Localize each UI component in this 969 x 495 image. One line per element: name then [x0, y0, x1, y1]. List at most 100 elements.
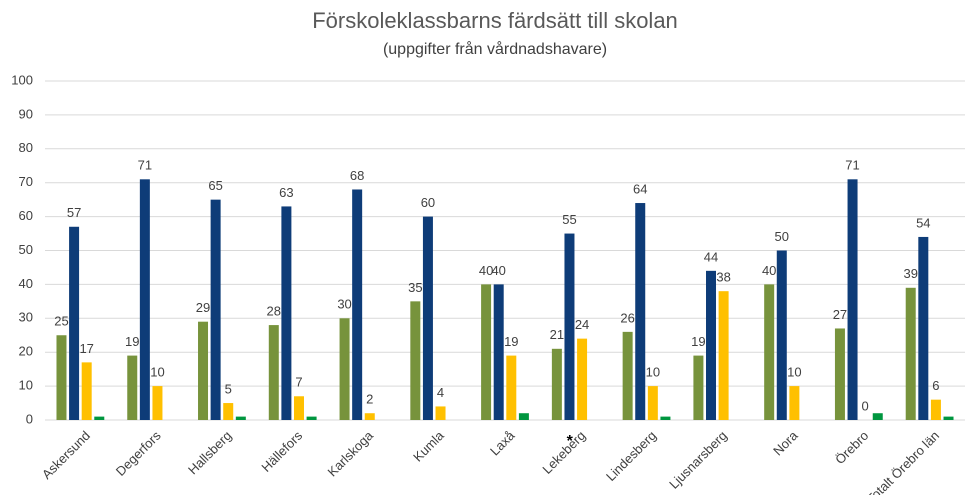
data-label: 40 [762, 263, 776, 278]
y-tick-label: 70 [19, 174, 33, 189]
data-label: 64 [633, 181, 647, 196]
bar [943, 416, 954, 420]
y-tick-label: 60 [19, 208, 33, 223]
bar [81, 362, 92, 420]
chart-subtitle: (uppgifter från vårdnadshavare) [383, 40, 607, 58]
bar [834, 328, 845, 420]
x-tick-label: Lindesberg [603, 428, 659, 484]
data-label: 10 [787, 365, 801, 380]
bar [518, 413, 529, 420]
bar [139, 179, 150, 420]
bar [435, 406, 446, 420]
x-tick-label: Hallsberg [185, 428, 234, 477]
data-label: 63 [279, 185, 293, 200]
x-tick-label: Karlskoga [325, 427, 377, 479]
bar [352, 189, 363, 420]
data-label: 28 [267, 304, 281, 319]
y-tick-label: 100 [11, 72, 33, 87]
x-tick-label: Ljusnarsberg [666, 428, 730, 492]
data-label: 39 [903, 266, 917, 281]
bar [94, 416, 105, 420]
data-label: 60 [421, 195, 435, 210]
bar [635, 203, 646, 420]
y-tick-label: 90 [19, 106, 33, 121]
bar [364, 413, 375, 420]
bar [293, 396, 304, 420]
bar [718, 291, 729, 420]
bar [764, 284, 775, 420]
bar [281, 206, 292, 420]
data-label: 0 [862, 398, 869, 413]
data-label: 19 [691, 334, 705, 349]
bar [152, 386, 163, 420]
x-tick-label: Laxå [487, 427, 518, 458]
y-tick-label: 30 [19, 310, 33, 325]
x-tick-label: Askersund [39, 428, 93, 482]
bar [847, 179, 858, 420]
bar [706, 270, 717, 420]
data-label: 25 [54, 314, 68, 329]
data-label: 71 [138, 158, 152, 173]
bar [577, 338, 588, 420]
data-label: 35 [408, 280, 422, 295]
bar [410, 301, 421, 420]
bar [551, 348, 562, 420]
x-tick-label: Hällefors [258, 428, 305, 475]
data-label: 7 [295, 375, 302, 390]
bar [789, 386, 800, 420]
data-label: 10 [646, 365, 660, 380]
bar [647, 386, 658, 420]
data-label: 44 [704, 249, 718, 264]
bar [339, 318, 350, 420]
bar [223, 403, 234, 420]
data-label: 10 [150, 365, 164, 380]
bar [693, 355, 704, 420]
bar [930, 399, 941, 420]
data-label: 71 [845, 158, 859, 173]
bar [422, 216, 433, 420]
bar [776, 250, 787, 420]
y-tick-label: 0 [26, 411, 33, 426]
chart-title: Förskoleklassbarns färdsätt till skolan [312, 8, 678, 33]
data-label: 5 [225, 381, 232, 396]
bar [56, 335, 67, 420]
bar [872, 413, 883, 420]
data-label: 40 [479, 263, 493, 278]
data-label: 21 [550, 327, 564, 342]
data-label: 30 [337, 297, 351, 312]
bar [493, 284, 504, 420]
bar [622, 331, 633, 420]
data-label: 65 [208, 178, 222, 193]
y-tick-label: 40 [19, 276, 33, 291]
data-label: 6 [932, 378, 939, 393]
bar [660, 416, 671, 420]
data-label: 19 [125, 334, 139, 349]
annotation: * [567, 433, 574, 450]
data-label: 24 [575, 317, 589, 332]
bar [268, 325, 279, 420]
bar [564, 233, 575, 420]
data-label: 54 [916, 215, 930, 230]
data-label: 17 [79, 341, 93, 356]
data-label: 2 [366, 392, 373, 407]
bar [210, 199, 221, 420]
bar [198, 321, 209, 420]
y-tick-label: 20 [19, 344, 33, 359]
data-label: 40 [491, 263, 505, 278]
bar [905, 287, 916, 420]
data-label: 29 [196, 300, 210, 315]
y-tick-label: 50 [19, 242, 33, 257]
bar [306, 416, 317, 420]
x-tick-label: Kumla [410, 427, 447, 464]
x-tick-label: Degerfors [113, 428, 164, 479]
data-label: 4 [437, 385, 444, 400]
data-label: 50 [775, 229, 789, 244]
data-label: 27 [833, 307, 847, 322]
y-tick-label: 10 [19, 378, 33, 393]
bar [918, 236, 929, 420]
bar [127, 355, 138, 420]
x-tick-label: Totalt Örebro län [864, 428, 943, 495]
data-label: 19 [504, 334, 518, 349]
data-label: 55 [562, 212, 576, 227]
